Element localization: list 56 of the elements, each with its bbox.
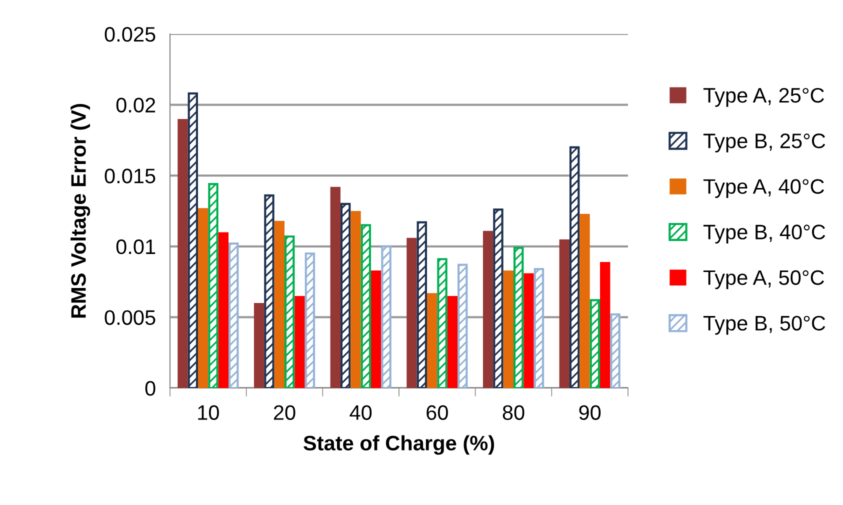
bar — [381, 245, 392, 388]
bar — [274, 220, 284, 388]
bar — [580, 214, 590, 388]
y-tick-label: 0.025 — [104, 27, 156, 42]
bar — [264, 194, 274, 388]
legend-label: Type A, 40°C — [703, 179, 824, 198]
x-axis-title: State of Charge (%) — [304, 435, 494, 455]
bar — [294, 296, 305, 388]
bar — [208, 183, 218, 388]
y-axis-title: RMS Voltage Error (V) — [70, 104, 90, 318]
y-tick-label: 0.02 — [116, 98, 156, 113]
bar — [569, 146, 580, 388]
bar — [590, 299, 600, 388]
bar — [524, 273, 534, 388]
bar — [254, 303, 264, 388]
x-tick-label: 90 — [579, 405, 601, 420]
bar — [600, 262, 610, 388]
bar — [447, 296, 458, 388]
legend-label: Type B, 25°C — [703, 134, 826, 152]
bar — [371, 270, 382, 388]
y-tick-label: 0.01 — [116, 239, 156, 254]
bar — [350, 211, 361, 388]
bar — [493, 208, 504, 388]
bar — [457, 264, 468, 388]
bar — [416, 221, 428, 388]
bar — [340, 202, 351, 388]
legend-label: Type B, 40°C — [703, 224, 826, 244]
y-tick-label: 0.015 — [104, 168, 156, 184]
bar — [513, 246, 524, 388]
bar — [482, 230, 494, 388]
x-tick-label: 20 — [274, 405, 296, 420]
x-tick-label: 60 — [426, 405, 448, 420]
legend-label: Type B, 50°C — [703, 316, 826, 335]
x-tick-label: 10 — [198, 405, 219, 420]
bar — [559, 239, 570, 388]
bar — [503, 270, 514, 388]
bar — [178, 118, 188, 388]
bar — [426, 293, 438, 388]
bar — [304, 252, 316, 388]
bar — [330, 186, 340, 388]
x-tick-label: 80 — [502, 405, 524, 420]
legend-label: Type A, 25°C — [703, 88, 824, 107]
bar — [406, 238, 417, 388]
bar — [437, 258, 448, 388]
bar — [188, 92, 198, 388]
y-tick-label: 0 — [145, 381, 156, 396]
bar — [360, 224, 372, 388]
legend-label: Type A, 50°C — [703, 270, 824, 290]
x-tick-label: 40 — [350, 405, 372, 420]
bar — [284, 235, 295, 388]
bar — [198, 208, 208, 388]
y-tick-label: 0.005 — [104, 310, 156, 325]
bar — [228, 242, 239, 388]
bar — [218, 232, 229, 388]
bar — [610, 313, 620, 388]
bar — [534, 268, 544, 388]
